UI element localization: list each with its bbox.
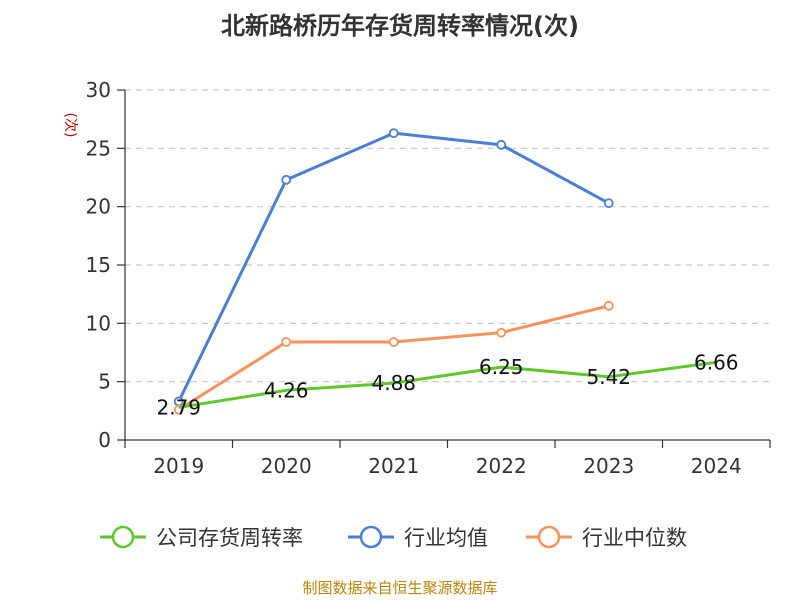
series-line	[177, 131, 610, 403]
data-label: 2.79	[156, 395, 201, 419]
data-point	[281, 174, 292, 185]
data-label: 4.88	[371, 371, 416, 395]
chart-title: 北新路桥历年存货周转率情况(次)	[221, 12, 579, 40]
legend-label: 公司存货周转率	[156, 526, 303, 550]
data-label: 6.66	[694, 350, 739, 374]
axes: 0 5 10 15 20 25 30 2019 2020 2021 2022 2023 2024	[86, 78, 771, 478]
data-label: 6.25	[479, 355, 524, 379]
x-tick-label: 2019	[153, 454, 204, 478]
y-tick-label: 20	[86, 195, 111, 219]
legend-item[interactable]: 行业中位数	[526, 525, 687, 550]
data-point	[603, 198, 614, 209]
legend-label: 行业均值	[404, 526, 488, 550]
legend-marker	[537, 525, 561, 549]
x-tick-label: 2021	[368, 454, 419, 478]
data-label: 5.42	[586, 365, 631, 389]
legend[interactable]: 公司存货周转率 行业均值 行业中位数	[100, 525, 687, 550]
legend-marker	[111, 525, 135, 549]
series-line	[178, 360, 717, 409]
y-tick-label: 0	[98, 428, 111, 452]
y-axis-label: (次)	[62, 113, 78, 138]
legend-item[interactable]: 行业均值	[348, 525, 488, 550]
y-tick-label: 30	[86, 78, 111, 102]
y-tick-label: 15	[86, 253, 111, 277]
legend-label: 行业中位数	[582, 526, 687, 550]
data-point	[496, 327, 507, 338]
series-layer	[173, 128, 717, 415]
x-tick-label: 2024	[691, 454, 742, 478]
data-label: 4.26	[264, 378, 309, 402]
data-point	[603, 300, 614, 311]
data-point	[388, 337, 399, 347]
data-labels: 2.79 4.26 4.88 6.25 5.42 6.66	[156, 350, 738, 419]
grid	[125, 89, 770, 383]
data-point	[496, 139, 507, 150]
data-point	[388, 128, 399, 139]
data-point	[281, 337, 292, 347]
legend-item[interactable]: 公司存货周转率	[100, 525, 303, 550]
x-tick-label: 2022	[476, 454, 527, 478]
x-tick-label: 2020	[261, 454, 312, 478]
source-note: 制图数据来自恒生聚源数据库	[302, 579, 497, 597]
legend-marker	[359, 525, 383, 549]
y-tick-label: 25	[86, 136, 111, 160]
y-tick-label: 5	[98, 370, 111, 394]
y-tick-label: 10	[86, 311, 111, 335]
x-tick-label: 2023	[583, 454, 634, 478]
